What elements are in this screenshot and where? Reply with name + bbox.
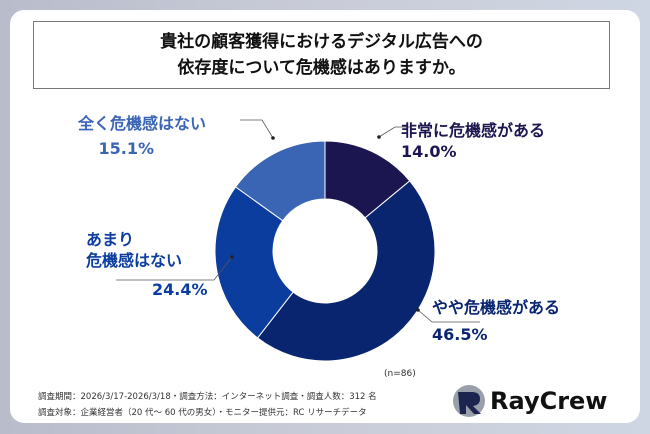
category-label-line1: あまり [86, 230, 135, 249]
title-line-1: 貴社の顧客獲得におけるデジタル広告への [160, 32, 483, 52]
slice-not-concerned [234, 140, 326, 222]
leader-line [116, 256, 233, 281]
sample-size: (n=86) [384, 369, 416, 379]
label-not-very-concerned: あまり 危機感はない 24.4% [86, 229, 208, 300]
leader-dot [416, 308, 420, 312]
chart-title: 貴社の顧客獲得におけるデジタル広告への 依存度について危機感はありますか。 [33, 21, 610, 89]
value-label: 15.1% [98, 139, 155, 158]
title-line-2: 依存度について危機感はありますか。 [177, 58, 466, 78]
value-label: 14.0% [401, 142, 457, 161]
leader-dot [230, 255, 234, 259]
category-label: 非常に危機感がある [401, 121, 546, 140]
logo-text: RayCrew [490, 387, 608, 415]
leader-dot [377, 135, 381, 139]
raycrew-logo: RayCrew [452, 384, 607, 418]
slice-not-very-concerned [214, 186, 294, 339]
logo-mark-icon [453, 385, 485, 417]
value-label: 46.5% [432, 325, 488, 344]
leader-line [240, 119, 274, 139]
label-not-concerned: 全く危機感はない 15.1% [78, 113, 206, 159]
label-somewhat-concerned: やや危機感がある 46.5% [432, 297, 560, 345]
leader-line [378, 126, 410, 138]
footnote-2: 調査対象：企業経営者（20 代～ 60 代の男女）・モニター提供元：RC リサー… [38, 408, 367, 418]
value-label: 24.4% [152, 280, 208, 299]
label-very-concerned: 非常に危機感がある 14.0% [401, 120, 545, 162]
category-label: やや危機感がある [432, 298, 561, 317]
leader-dot [271, 136, 275, 140]
footnote-1: 調査期間：2026/3/17-2026/3/18・調査方法：インターネット調査・… [38, 392, 377, 402]
slice-somewhat-concerned [256, 180, 436, 362]
category-label: 全く危機感はない [78, 114, 207, 133]
leader-line [417, 309, 480, 323]
category-label-line2: 危機感はない [86, 251, 183, 270]
